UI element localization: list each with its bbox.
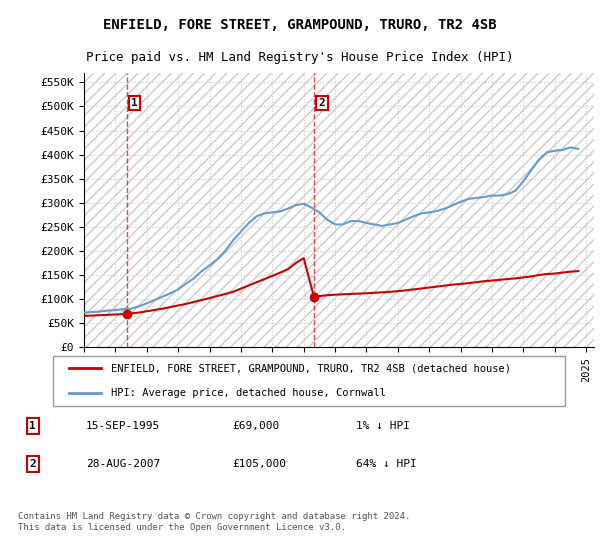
Text: ENFIELD, FORE STREET, GRAMPOUND, TRURO, TR2 4SB (detached house): ENFIELD, FORE STREET, GRAMPOUND, TRURO, … — [112, 363, 511, 374]
Text: Contains HM Land Registry data © Crown copyright and database right 2024.
This d: Contains HM Land Registry data © Crown c… — [18, 512, 410, 532]
Text: 1% ↓ HPI: 1% ↓ HPI — [356, 421, 410, 431]
Text: 28-AUG-2007: 28-AUG-2007 — [86, 459, 160, 469]
Text: Price paid vs. HM Land Registry's House Price Index (HPI): Price paid vs. HM Land Registry's House … — [86, 51, 514, 64]
Text: £69,000: £69,000 — [232, 421, 280, 431]
Text: £105,000: £105,000 — [232, 459, 286, 469]
Text: 1: 1 — [131, 98, 138, 108]
Text: 2: 2 — [319, 98, 325, 108]
FancyBboxPatch shape — [53, 356, 565, 406]
Text: ENFIELD, FORE STREET, GRAMPOUND, TRURO, TR2 4SB: ENFIELD, FORE STREET, GRAMPOUND, TRURO, … — [103, 18, 497, 32]
Text: 1: 1 — [29, 421, 36, 431]
Text: HPI: Average price, detached house, Cornwall: HPI: Average price, detached house, Corn… — [112, 388, 386, 398]
Text: 64% ↓ HPI: 64% ↓ HPI — [356, 459, 417, 469]
Text: 15-SEP-1995: 15-SEP-1995 — [86, 421, 160, 431]
Text: 2: 2 — [29, 459, 36, 469]
